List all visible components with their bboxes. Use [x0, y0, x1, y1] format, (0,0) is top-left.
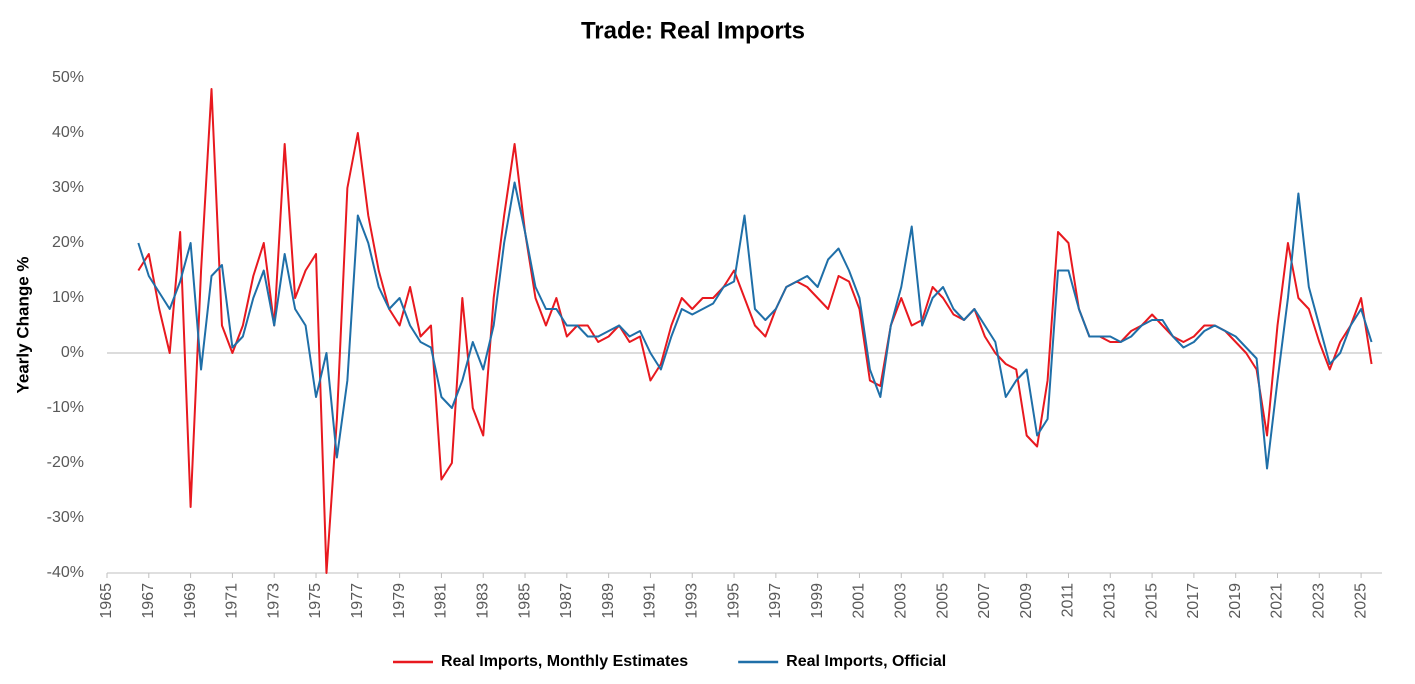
x-tick-label: 1993 [683, 583, 700, 619]
y-tick-label: -10% [47, 399, 84, 416]
x-tick-label: 2003 [892, 583, 909, 619]
x-tick-label: 1983 [474, 583, 491, 619]
x-tick-label: 2023 [1311, 583, 1328, 619]
x-tick-label: 2007 [976, 583, 993, 619]
x-tick-label: 2001 [851, 583, 868, 619]
x-tick-label: 2017 [1185, 583, 1202, 619]
x-tick-label: 1979 [391, 583, 408, 619]
x-tick-label: 1991 [642, 583, 659, 619]
y-tick-label: 40% [52, 124, 84, 141]
x-tick-label: 1975 [307, 583, 324, 619]
y-tick-label: 50% [52, 69, 84, 86]
chart-title: Trade: Real Imports [581, 17, 805, 44]
x-tick-label: 1981 [433, 583, 450, 619]
series-line [137, 88, 1373, 574]
x-tick-label: 1977 [349, 583, 366, 619]
x-tick-label: 2005 [934, 583, 951, 619]
x-tick-label: 1987 [558, 583, 575, 619]
x-tick-label: 2013 [1101, 583, 1118, 619]
x-tick-label: 1965 [98, 583, 115, 619]
y-tick-label: 30% [52, 179, 84, 196]
x-tick-label: 2015 [1143, 583, 1160, 619]
x-tick-label: 2021 [1269, 583, 1286, 619]
y-tick-label: -30% [47, 509, 84, 526]
x-tick-label: 1969 [182, 583, 199, 619]
y-tick-label: 20% [52, 234, 84, 251]
x-tick-label: 1967 [140, 583, 157, 619]
x-tick-label: 1985 [516, 583, 533, 619]
x-tick-label: 1995 [725, 583, 742, 619]
series-line [137, 181, 1373, 470]
legend-label: Real Imports, Official [786, 653, 946, 670]
y-tick-label: 0% [61, 344, 84, 361]
x-tick-label: 1971 [224, 583, 241, 619]
x-tick-label: 1999 [809, 583, 826, 619]
y-tick-label: -40% [47, 564, 84, 581]
x-tick-label: 2011 [1060, 583, 1077, 618]
y-tick-label: -20% [47, 454, 84, 471]
x-tick-label: 2019 [1227, 583, 1244, 619]
legend-label: Real Imports, Monthly Estimates [441, 653, 688, 670]
y-axis-title: Yearly Change % [13, 256, 32, 393]
x-tick-label: 2025 [1352, 583, 1369, 619]
x-tick-label: 1989 [600, 583, 617, 619]
y-tick-label: 10% [52, 289, 84, 306]
x-tick-label: 2009 [1018, 583, 1035, 619]
x-tick-label: 1973 [265, 583, 282, 619]
x-tick-label: 1997 [767, 583, 784, 619]
